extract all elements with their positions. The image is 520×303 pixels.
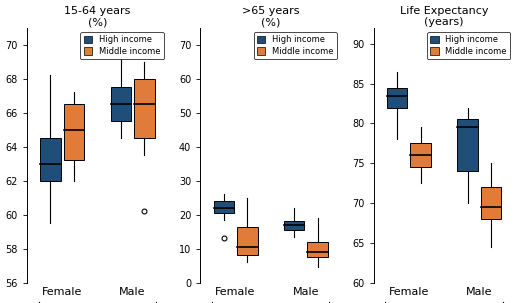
Legend: High income, Middle income: High income, Middle income (254, 32, 337, 59)
Title: 15-64 years
(%): 15-64 years (%) (64, 5, 131, 27)
Bar (480, 187, 501, 219)
Bar (410, 143, 431, 167)
Title: Life Expectancy
(years): Life Expectancy (years) (400, 5, 488, 27)
Bar (134, 79, 154, 138)
Bar (63, 104, 84, 160)
Bar (387, 88, 408, 108)
Bar (214, 201, 234, 213)
Legend: High income, Middle income: High income, Middle income (81, 32, 163, 59)
Title: >65 years
(%): >65 years (%) (242, 5, 300, 27)
Bar (284, 221, 304, 230)
Bar (307, 242, 328, 257)
Bar (457, 119, 478, 171)
Bar (237, 227, 257, 255)
Bar (111, 87, 131, 121)
Legend: High income, Middle income: High income, Middle income (427, 32, 510, 59)
Bar (40, 138, 61, 181)
